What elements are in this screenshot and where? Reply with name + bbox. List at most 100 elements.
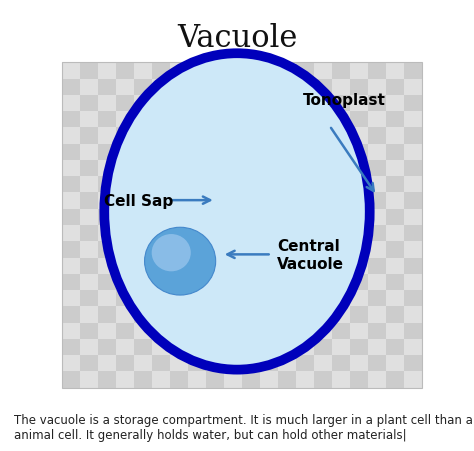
Bar bbox=[350, 112, 368, 128]
Bar bbox=[80, 307, 98, 323]
Bar bbox=[188, 209, 206, 226]
Bar bbox=[80, 290, 98, 307]
Bar bbox=[368, 161, 386, 177]
Bar bbox=[116, 307, 134, 323]
Bar bbox=[152, 226, 170, 242]
Bar bbox=[278, 79, 296, 96]
Bar bbox=[296, 63, 314, 79]
Bar bbox=[278, 226, 296, 242]
Bar bbox=[98, 323, 116, 339]
Bar bbox=[98, 242, 116, 258]
Bar bbox=[134, 79, 152, 96]
Bar bbox=[296, 258, 314, 274]
Bar bbox=[80, 355, 98, 372]
Bar bbox=[152, 258, 170, 274]
Bar bbox=[224, 307, 242, 323]
Bar bbox=[332, 242, 350, 258]
Bar bbox=[242, 323, 260, 339]
Bar bbox=[386, 226, 404, 242]
Bar bbox=[80, 96, 98, 112]
Bar bbox=[62, 372, 80, 388]
Bar bbox=[206, 355, 224, 372]
Bar bbox=[260, 339, 278, 355]
Bar bbox=[152, 177, 170, 193]
Bar bbox=[98, 355, 116, 372]
Bar bbox=[62, 226, 80, 242]
Bar bbox=[368, 274, 386, 290]
Bar bbox=[62, 290, 80, 307]
Bar bbox=[404, 79, 422, 96]
Bar bbox=[134, 161, 152, 177]
Bar bbox=[332, 258, 350, 274]
Bar bbox=[350, 128, 368, 144]
Bar bbox=[224, 355, 242, 372]
Bar bbox=[152, 144, 170, 161]
Bar bbox=[116, 339, 134, 355]
Bar bbox=[62, 307, 80, 323]
Bar bbox=[278, 258, 296, 274]
Bar bbox=[242, 177, 260, 193]
Bar bbox=[152, 274, 170, 290]
Bar bbox=[332, 323, 350, 339]
Bar bbox=[188, 96, 206, 112]
Bar bbox=[188, 161, 206, 177]
Bar bbox=[134, 128, 152, 144]
Bar bbox=[188, 144, 206, 161]
Bar bbox=[368, 177, 386, 193]
Bar bbox=[368, 128, 386, 144]
Bar bbox=[332, 339, 350, 355]
Bar bbox=[350, 242, 368, 258]
Bar bbox=[368, 242, 386, 258]
Bar bbox=[332, 79, 350, 96]
Bar bbox=[278, 193, 296, 209]
Bar bbox=[116, 79, 134, 96]
Bar bbox=[332, 372, 350, 388]
Bar bbox=[332, 63, 350, 79]
Bar bbox=[188, 307, 206, 323]
Bar bbox=[368, 307, 386, 323]
Bar bbox=[314, 79, 332, 96]
Bar bbox=[386, 96, 404, 112]
Bar bbox=[80, 209, 98, 226]
Bar bbox=[206, 144, 224, 161]
Bar bbox=[404, 193, 422, 209]
Bar bbox=[332, 193, 350, 209]
Bar bbox=[314, 355, 332, 372]
Bar bbox=[170, 209, 188, 226]
Bar bbox=[296, 290, 314, 307]
Bar bbox=[170, 226, 188, 242]
Bar bbox=[386, 161, 404, 177]
Bar bbox=[350, 307, 368, 323]
Bar bbox=[314, 242, 332, 258]
Bar bbox=[314, 323, 332, 339]
Text: Vacuole: Vacuole bbox=[177, 23, 297, 54]
Bar bbox=[80, 372, 98, 388]
Bar bbox=[332, 226, 350, 242]
Bar bbox=[404, 323, 422, 339]
Bar bbox=[170, 79, 188, 96]
Bar bbox=[242, 355, 260, 372]
Bar bbox=[116, 144, 134, 161]
Bar bbox=[80, 339, 98, 355]
Bar bbox=[62, 96, 80, 112]
Bar bbox=[152, 209, 170, 226]
Circle shape bbox=[152, 235, 191, 272]
Bar bbox=[134, 339, 152, 355]
Bar bbox=[314, 258, 332, 274]
Bar bbox=[350, 274, 368, 290]
Bar bbox=[116, 209, 134, 226]
Bar bbox=[206, 161, 224, 177]
Bar bbox=[206, 307, 224, 323]
Bar bbox=[404, 274, 422, 290]
Bar bbox=[296, 193, 314, 209]
Bar bbox=[116, 323, 134, 339]
Bar bbox=[62, 339, 80, 355]
Bar bbox=[260, 177, 278, 193]
Bar bbox=[206, 96, 224, 112]
Bar bbox=[260, 307, 278, 323]
Bar bbox=[242, 274, 260, 290]
Bar bbox=[296, 161, 314, 177]
Bar bbox=[386, 242, 404, 258]
Bar bbox=[134, 274, 152, 290]
Bar bbox=[404, 96, 422, 112]
